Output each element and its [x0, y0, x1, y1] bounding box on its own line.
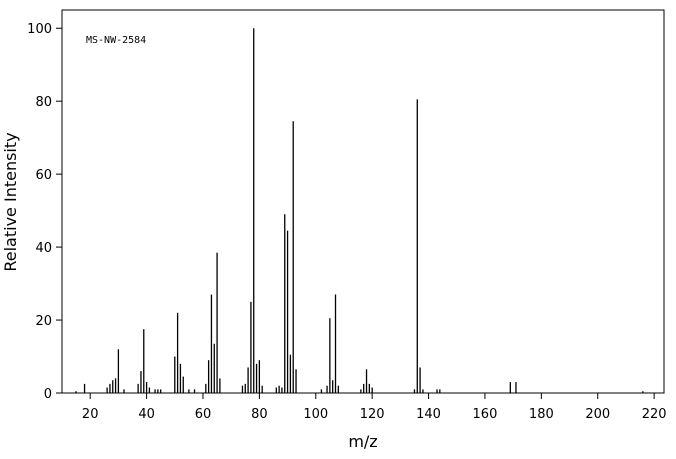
x-tick-label: 160 — [473, 407, 498, 422]
x-tick-label: 100 — [303, 407, 328, 422]
y-tick-label: 100 — [27, 22, 52, 37]
y-tick-label: 60 — [35, 168, 52, 183]
x-tick-label: 180 — [529, 407, 554, 422]
x-tick-label: 80 — [251, 407, 268, 422]
y-tick-label: 80 — [35, 95, 52, 110]
x-tick-label: 60 — [195, 407, 212, 422]
y-axis-label: Relative Intensity — [1, 132, 20, 271]
y-tick-label: 0 — [44, 387, 52, 402]
x-tick-label: 220 — [642, 407, 667, 422]
x-tick-label: 120 — [360, 407, 385, 422]
x-tick-label: 20 — [82, 407, 99, 422]
y-tick-label: 40 — [35, 241, 52, 256]
x-tick-label: 200 — [585, 407, 610, 422]
x-axis-label: m/z — [348, 432, 377, 451]
plot-frame — [61, 9, 665, 394]
x-tick-label: 140 — [416, 407, 441, 422]
annotation: MS-NW-2584 — [86, 35, 146, 46]
x-tick-label: 40 — [138, 407, 155, 422]
y-tick-label: 20 — [35, 314, 52, 329]
